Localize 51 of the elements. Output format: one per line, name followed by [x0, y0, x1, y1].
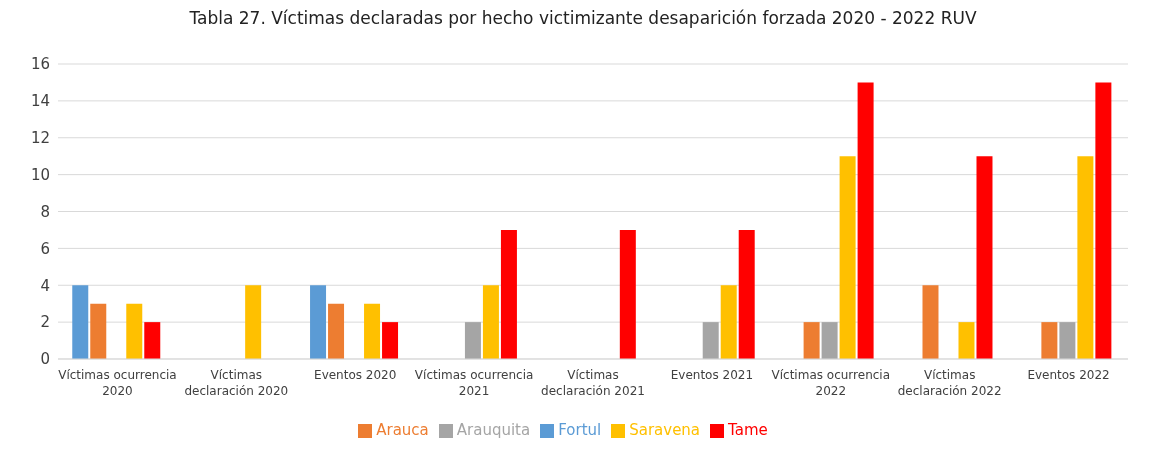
- x-tick-label: Víctimas declaración 2020: [184, 368, 289, 398]
- y-tick-label: 12: [30, 129, 50, 148]
- legend-label: Arauca: [376, 421, 429, 439]
- bar: [72, 285, 89, 359]
- bar: [839, 156, 856, 359]
- x-tick-label: Víctimas ocurrencia 2022: [771, 368, 891, 398]
- bar: [857, 82, 874, 359]
- bar: [702, 322, 719, 359]
- bar: [1095, 82, 1112, 359]
- bar: [922, 285, 939, 359]
- bar: [738, 229, 755, 359]
- bar: [720, 285, 737, 359]
- bar: [245, 285, 262, 359]
- bar: [1059, 322, 1076, 359]
- legend-label: Saravena: [629, 421, 701, 439]
- bar: [382, 322, 399, 359]
- bar: [821, 322, 838, 359]
- bar: [1077, 156, 1094, 359]
- y-tick-label: 16: [30, 55, 50, 74]
- x-tick-label: Eventos 2021: [670, 368, 754, 382]
- bar: [328, 303, 345, 359]
- bar: [500, 229, 517, 359]
- bar: [464, 322, 481, 359]
- y-tick-label: 8: [40, 202, 50, 221]
- y-tick-label: 6: [40, 239, 50, 258]
- x-tick-label: Víctimas declaración 2022: [897, 368, 1002, 398]
- bar: [482, 285, 499, 359]
- legend-label: Fortul: [558, 421, 602, 439]
- chart-title: Tabla 27. Víctimas declaradas por hecho victimizante desaparición forzada 2020 - 2022 RUV: [188, 8, 978, 30]
- y-tick-label: 10: [30, 165, 50, 184]
- bar: [958, 322, 975, 359]
- x-tick-label: Víctimas declaración 2021: [541, 368, 645, 398]
- bar: [619, 229, 636, 359]
- bar: [803, 322, 820, 359]
- y-tick-label: 2: [40, 313, 50, 332]
- legend-label: Arauquita: [456, 421, 531, 439]
- x-tick-label: Eventos 2020: [314, 368, 397, 382]
- legend-label: Tame: [728, 421, 768, 439]
- bar: [1041, 322, 1058, 359]
- bar: [144, 322, 161, 359]
- x-tick-label: Víctimas ocurrencia 2020: [58, 368, 177, 398]
- bar: [976, 156, 993, 359]
- y-tick-label: 14: [30, 92, 50, 111]
- bar: [364, 303, 381, 359]
- bar: [126, 303, 143, 359]
- bar: [310, 285, 327, 359]
- bar: [90, 303, 107, 359]
- x-tick-label: Víctimas ocurrencia 2021: [414, 368, 534, 398]
- y-tick-label: 0: [40, 350, 50, 369]
- x-tick-label: Eventos 2022: [1027, 368, 1110, 382]
- y-tick-label: 4: [40, 276, 50, 295]
